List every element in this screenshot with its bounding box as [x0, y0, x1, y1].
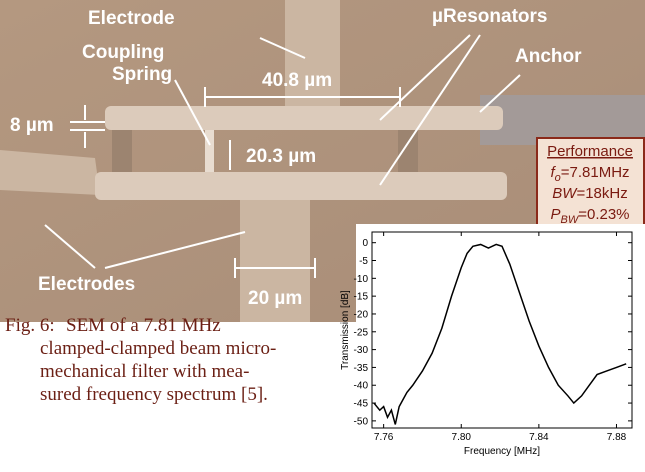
label-anchor: Anchor — [515, 46, 582, 67]
y-tick-label: -45 — [354, 399, 369, 410]
y-tick-label: -15 — [354, 292, 369, 303]
y-tick-label: -30 — [354, 345, 369, 356]
caption-line: sured frequency spectrum [5]. — [40, 384, 268, 405]
x-tick-label: 7.80 — [452, 432, 472, 443]
label-electrodes: Electrodes — [38, 274, 135, 295]
y-tick-label: -20 — [354, 309, 369, 320]
x-tick-label: 7.84 — [529, 432, 549, 443]
x-tick-label: 7.88 — [607, 432, 627, 443]
y-tick-label: -25 — [354, 327, 369, 338]
figure: Electrode µResonators Coupling Spring An… — [0, 0, 645, 467]
performance-value: =0.23% — [578, 206, 629, 223]
y-tick-label: -10 — [354, 274, 369, 285]
label-beam-width: 8 µm — [10, 115, 54, 136]
label-gap: 20.3 µm — [246, 146, 316, 167]
y-tick-label: -40 — [354, 381, 369, 392]
performance-value: =7.81MHz — [561, 164, 630, 181]
x-tick-label: 7.76 — [374, 432, 394, 443]
caption-line: SEM of a 7.81 MHz — [66, 315, 221, 336]
y-tick-label: 0 — [362, 238, 368, 249]
caption-line: clamped-clamped beam micro- — [40, 338, 276, 359]
performance-var: BW — [552, 185, 578, 202]
caption-label: Fig. 6: — [5, 315, 55, 336]
label-electrode: Electrode — [88, 8, 175, 29]
performance-line: BW=18kHz — [552, 185, 627, 202]
label-electrode-width: 20 µm — [248, 288, 302, 309]
label-coupling: Coupling — [82, 42, 164, 63]
performance-value: =18kHz — [576, 185, 627, 202]
y-tick-label: -35 — [354, 363, 369, 374]
label-resonators: µResonators — [432, 6, 547, 27]
performance-var: P — [550, 206, 560, 223]
label-beam-length: 40.8 µm — [262, 70, 332, 91]
label-spring: Spring — [112, 64, 172, 85]
x-axis-label: Frequency [MHz] — [464, 446, 540, 457]
y-tick-label: -5 — [359, 256, 368, 267]
chart-background — [356, 224, 645, 467]
caption-line: mechanical filter with mea- — [40, 361, 249, 382]
y-axis-label: Transmission [dB] — [340, 290, 351, 370]
performance-title: Performance — [547, 143, 633, 160]
y-tick-label: -50 — [354, 416, 369, 427]
chart: 0 -5 -10 -15 -20 -25 -30 -35 -40 -45 -50 7.76 7.80 7.… — [340, 224, 645, 467]
